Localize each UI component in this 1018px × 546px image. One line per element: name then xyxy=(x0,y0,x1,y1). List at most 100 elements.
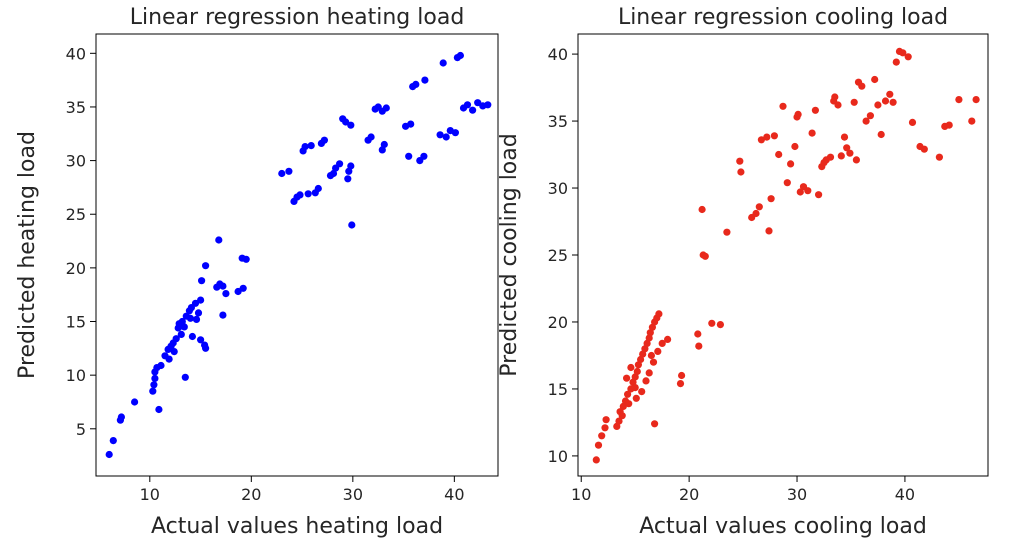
scatter-point xyxy=(775,150,783,159)
y-tick-label: 20 xyxy=(548,313,568,332)
scatter-point xyxy=(151,374,159,382)
scatter-point xyxy=(632,394,640,402)
scatter-point xyxy=(188,332,196,341)
scatter-point xyxy=(239,284,247,292)
scatter-point xyxy=(858,82,866,90)
scatter-point xyxy=(633,367,641,376)
scatter-point xyxy=(451,129,459,137)
scatter-point xyxy=(304,190,312,198)
scatter-point xyxy=(815,191,823,199)
scatter-point xyxy=(767,195,775,203)
y-tick-label: 5 xyxy=(76,420,86,439)
scatter-point xyxy=(421,76,429,84)
scatter-point xyxy=(181,373,189,381)
y-tick-label: 10 xyxy=(66,366,86,385)
scatter-point xyxy=(177,330,185,338)
scatter-point xyxy=(296,191,304,199)
scatter-point xyxy=(866,112,875,120)
x-tick-label: 20 xyxy=(241,485,261,504)
scatter-point xyxy=(348,221,356,229)
scatter-point xyxy=(412,80,420,88)
scatter-point xyxy=(219,311,227,319)
x-tick-label: 30 xyxy=(343,485,363,504)
scatter-point xyxy=(301,143,309,151)
scatter-point xyxy=(770,132,779,140)
scatter-point xyxy=(439,59,447,67)
x-tick-label: 10 xyxy=(140,485,160,504)
y-tick-label: 25 xyxy=(548,246,568,265)
scatter-point xyxy=(651,420,659,428)
scatter-point xyxy=(899,49,907,57)
scatter-point xyxy=(765,227,773,235)
scatter-point xyxy=(638,388,646,396)
heating-load-panel: Linear regression heating load 10 20 30 40 … xyxy=(15,5,499,539)
scatter-point xyxy=(407,120,415,128)
scatter-point xyxy=(202,344,210,352)
scatter-point xyxy=(846,149,854,157)
scatter-point xyxy=(192,315,201,323)
scatter-point xyxy=(631,373,639,381)
scatter-point xyxy=(631,384,639,392)
scatter-point xyxy=(646,329,654,337)
scatter-point xyxy=(642,377,650,385)
scatter-point xyxy=(601,424,609,432)
scatter-point xyxy=(329,169,338,178)
scatter-point xyxy=(420,152,428,160)
scatter-point xyxy=(194,309,203,317)
scatter-points xyxy=(105,51,492,459)
x-axis-label: Actual values heating load xyxy=(151,514,443,539)
scatter-points xyxy=(592,47,980,464)
y-tick-label: 30 xyxy=(548,179,568,198)
scatter-point xyxy=(627,363,635,372)
scatter-point xyxy=(336,160,344,168)
scatter-point xyxy=(178,317,186,326)
scatter-point xyxy=(783,179,791,187)
scatter-point xyxy=(484,101,492,109)
y-axis-label: Predicted cooling load xyxy=(497,133,522,376)
scatter-point xyxy=(655,310,663,318)
y-tick-label: 15 xyxy=(66,313,86,332)
scatter-point xyxy=(804,187,812,195)
scatter-point xyxy=(779,102,787,110)
y-axis-label: Predicted heating load xyxy=(15,131,40,379)
scatter-point xyxy=(307,142,315,150)
scatter-point xyxy=(834,101,842,109)
scatter-point xyxy=(382,104,390,112)
x-tick-label: 40 xyxy=(444,485,464,504)
scatter-point xyxy=(904,53,912,61)
y-tick-label: 25 xyxy=(66,205,86,224)
scatter-point xyxy=(886,90,894,98)
scatter-point xyxy=(676,380,685,388)
scatter-point xyxy=(347,121,355,129)
scatter-point xyxy=(755,203,763,211)
scatter-point xyxy=(619,402,627,410)
x-tick-label: 10 xyxy=(571,485,591,504)
scatter-point xyxy=(791,142,799,151)
scatter-point xyxy=(344,175,352,183)
scatter-point xyxy=(794,110,802,118)
scatter-point xyxy=(180,323,188,331)
plot-frame xyxy=(577,33,989,477)
cooling-load-panel: Linear regression cooling load 10 20 30 40 … xyxy=(497,5,989,539)
y-tick-label: 30 xyxy=(66,152,86,171)
scatter-point xyxy=(131,398,139,406)
scatter-point xyxy=(380,140,388,149)
scatter-point xyxy=(618,412,626,420)
scatter-point xyxy=(852,156,861,164)
scatter-point xyxy=(197,336,205,344)
scatter-point xyxy=(871,75,879,84)
scatter-point xyxy=(242,255,250,263)
scatter-point xyxy=(165,355,173,363)
scatter-point xyxy=(874,101,882,109)
scatter-point xyxy=(598,432,606,440)
scatter-point xyxy=(109,437,117,445)
scatter-point xyxy=(405,152,413,160)
scatter-point xyxy=(787,160,795,168)
scatter-point xyxy=(442,133,450,141)
scatter-point xyxy=(664,335,672,343)
scatter-point xyxy=(157,361,165,370)
scatter-point xyxy=(624,390,632,398)
scatter-point xyxy=(840,133,849,141)
scatter-point xyxy=(763,133,771,141)
